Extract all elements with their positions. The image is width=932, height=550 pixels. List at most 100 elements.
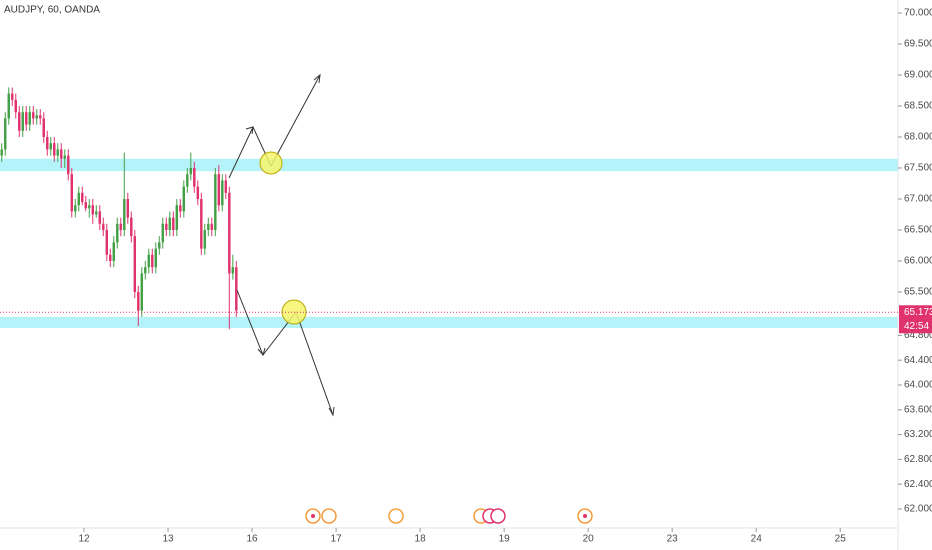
- y-tick-label: 70.000: [904, 8, 932, 19]
- candle-body: [98, 211, 102, 224]
- y-tick-label: 64.800: [904, 330, 932, 341]
- candle-body: [137, 291, 140, 311]
- candle-body: [116, 223, 119, 243]
- candle-body: [221, 180, 224, 206]
- candle-body: [21, 112, 24, 131]
- event-icon[interactable]: [388, 508, 404, 524]
- candle-body: [189, 168, 193, 175]
- candle-body: [4, 118, 7, 150]
- arrow-head: [245, 126, 254, 135]
- candle-body: [105, 230, 109, 255]
- x-tick-label: 20: [583, 534, 595, 545]
- plot: [0, 87, 238, 330]
- zone: [0, 158, 898, 172]
- y-tick-label: 62.000: [904, 504, 932, 515]
- candle-body: [18, 112, 21, 131]
- candle-body: [168, 217, 172, 231]
- candle-body: [224, 180, 228, 193]
- candle-body: [217, 174, 221, 206]
- candle-body: [67, 155, 70, 175]
- y-tick-label: 66.000: [904, 256, 932, 267]
- event-icon[interactable]: [321, 508, 337, 524]
- candle-body: [172, 217, 175, 231]
- candle-body: [42, 118, 45, 138]
- event-dot: [311, 514, 315, 518]
- y-tick-label: 63.600: [904, 404, 932, 415]
- x-tick-label: 24: [751, 534, 763, 545]
- y-tick-label: 67.500: [904, 163, 932, 174]
- x-tick-label: 13: [162, 534, 174, 545]
- y-tick-label: 69.500: [904, 39, 932, 50]
- candle-body: [74, 205, 77, 212]
- y-tick-label: 62.400: [904, 479, 932, 490]
- candle-body: [70, 174, 73, 212]
- candle-body: [25, 112, 28, 125]
- candle-body: [49, 143, 52, 150]
- x-tick-label: 18: [415, 534, 427, 545]
- candle-body: [56, 149, 59, 156]
- zones: [0, 158, 898, 328]
- candle-body: [119, 223, 123, 231]
- candle-body: [126, 199, 130, 218]
- candle-body: [81, 192, 84, 203]
- x-tick-label: 25: [835, 534, 847, 545]
- y-tick-label: 67.000: [904, 194, 932, 205]
- candle-body: [14, 99, 17, 113]
- candle-body: [179, 205, 182, 212]
- candle-body: [144, 267, 147, 274]
- candle-body: [154, 248, 158, 268]
- candle-body: [140, 273, 144, 311]
- candle-body: [102, 223, 105, 231]
- candle-body: [91, 205, 95, 215]
- candle-body: [210, 223, 214, 231]
- x-tick-label: 12: [78, 534, 90, 545]
- y-tick-label: 69.000: [904, 70, 932, 81]
- candle-body: [39, 115, 42, 119]
- candle-body: [214, 174, 217, 231]
- candle-body: [123, 199, 126, 231]
- up-arrow: [228, 74, 321, 179]
- countdown-label: 42:54: [904, 321, 929, 332]
- event-dot: [583, 514, 587, 518]
- candle-body: [203, 230, 207, 249]
- drawings: [228, 73, 335, 417]
- candle-body: [35, 115, 38, 119]
- candle-body: [77, 192, 80, 206]
- candle-body: [193, 168, 196, 187]
- candle-body: [186, 174, 189, 187]
- chart-title: AUDJPY, 60, OANDA: [4, 5, 100, 16]
- candle-body: [196, 186, 200, 200]
- candle-body: [165, 223, 168, 231]
- candle-body: [84, 202, 87, 209]
- candle-body: [11, 93, 14, 100]
- event-icons[interactable]: [305, 508, 593, 524]
- candle-body: [53, 143, 56, 156]
- candle-body: [28, 112, 31, 125]
- candle-body: [228, 192, 231, 274]
- y-tick-label: 63.200: [904, 429, 932, 440]
- y-tick-label: 68.000: [904, 132, 932, 143]
- last-price-box: [899, 305, 932, 334]
- candle-body: [200, 199, 203, 249]
- event-icon[interactable]: [490, 508, 506, 524]
- x-tick-label: 23: [667, 534, 679, 545]
- candle-body: [207, 223, 210, 231]
- candle-body: [112, 242, 116, 261]
- candle-body: [95, 211, 98, 215]
- candle-body: [133, 236, 137, 292]
- candle-body: [46, 137, 49, 150]
- candle-body: [109, 254, 112, 261]
- candle-body: [7, 93, 10, 119]
- candle-body: [175, 205, 179, 231]
- y-tick-label: 68.500: [904, 101, 932, 112]
- x-tick-label: 16: [247, 534, 259, 545]
- candle-body: [235, 267, 238, 311]
- y-tick-label: 64.000: [904, 380, 932, 391]
- candle-body: [231, 267, 235, 274]
- last-price-label: 65.173: [904, 307, 932, 318]
- x-tick-label: 17: [331, 534, 343, 545]
- candle-body: [60, 149, 63, 159]
- arrow-head: [328, 406, 335, 417]
- candle-body: [88, 205, 91, 209]
